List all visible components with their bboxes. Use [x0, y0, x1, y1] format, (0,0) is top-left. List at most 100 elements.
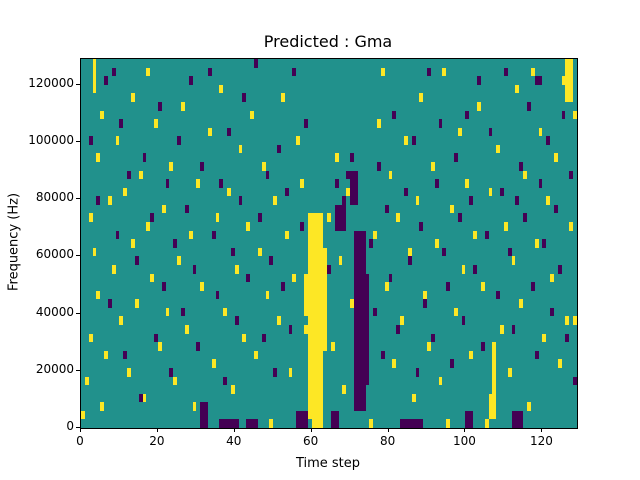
- heatmap-cell: [134, 256, 139, 265]
- heatmap-cell: [442, 247, 447, 257]
- heatmap-cell: [150, 213, 155, 223]
- heatmap-cell: [104, 76, 108, 85]
- heatmap-cell: [269, 256, 274, 265]
- heatmap-cell: [488, 127, 493, 137]
- heatmap-cell: [288, 367, 293, 377]
- heatmap-cell: [396, 325, 401, 334]
- heatmap-cell: [469, 350, 474, 360]
- heatmap-cell: [492, 342, 497, 420]
- heatmap-cell: [496, 144, 501, 154]
- x-tick-label: 60: [303, 434, 319, 448]
- heatmap-cell: [384, 282, 389, 291]
- heatmap-cell: [515, 84, 520, 94]
- heatmap-cell: [473, 230, 478, 240]
- heatmap-cell: [430, 333, 435, 343]
- heatmap-cell: [330, 410, 339, 428]
- heatmap-cell: [480, 282, 485, 291]
- y-tick-label: 100000: [28, 132, 74, 147]
- heatmap-cell: [292, 273, 297, 283]
- heatmap-cell: [165, 307, 170, 317]
- heatmap-cell: [127, 170, 131, 180]
- heatmap-cell: [396, 213, 401, 223]
- heatmap-cell: [465, 410, 474, 428]
- heatmap-cell: [107, 299, 112, 308]
- heatmap-cell: [515, 196, 520, 205]
- heatmap-cell: [503, 67, 508, 77]
- heatmap-cell: [269, 419, 274, 428]
- heatmap-cell: [534, 350, 539, 360]
- heatmap-cell: [569, 170, 574, 180]
- x-tick-label: 20: [149, 434, 165, 448]
- heatmap-cell: [477, 76, 481, 85]
- heatmap-cell: [150, 273, 155, 283]
- heatmap-cell: [400, 419, 404, 428]
- heatmap-cell: [127, 367, 131, 377]
- heatmap-cell: [438, 376, 443, 386]
- heatmap-cell: [300, 179, 304, 188]
- heatmap-cell: [496, 290, 501, 300]
- heatmap-cell: [111, 264, 116, 274]
- heatmap-cell: [553, 204, 558, 214]
- heatmap-cell: [557, 359, 562, 368]
- heatmap-cell: [530, 282, 535, 291]
- heatmap-cell: [346, 170, 351, 180]
- heatmap-cell: [565, 316, 570, 326]
- heatmap-cell: [430, 161, 435, 171]
- heatmap-cell: [500, 187, 504, 197]
- heatmap-cell: [469, 196, 474, 205]
- heatmap-cell: [200, 161, 205, 171]
- heatmap-cell: [480, 342, 485, 351]
- heatmap-cell: [169, 161, 174, 171]
- heatmap-cell: [373, 230, 378, 240]
- heatmap-cell: [400, 316, 404, 326]
- heatmap-cell: [373, 307, 378, 317]
- heatmap-cell: [292, 67, 297, 77]
- heatmap-cell: [365, 273, 370, 386]
- heatmap-cell: [142, 393, 147, 403]
- x-axis-label: Time step: [295, 456, 361, 471]
- heatmap-cell: [377, 119, 381, 128]
- heatmap-cell: [503, 222, 508, 231]
- heatmap-cell: [119, 316, 124, 326]
- heatmap-cell: [192, 402, 197, 411]
- heatmap-cell: [184, 204, 189, 214]
- y-tick-label: 0: [66, 419, 74, 433]
- heatmap-cell: [88, 136, 93, 145]
- heatmap-cell: [215, 213, 220, 223]
- heatmap-cell: [453, 307, 458, 317]
- heatmap-cell: [484, 230, 489, 240]
- heatmap-cell: [488, 187, 493, 197]
- heatmap-cell: [327, 264, 331, 274]
- heatmap-cell: [123, 187, 128, 197]
- heatmap-cell: [219, 179, 224, 188]
- heatmap-cell: [461, 264, 466, 274]
- heatmap-cell: [427, 67, 431, 77]
- heatmap-cell: [511, 410, 524, 428]
- heatmap-cell: [380, 67, 385, 77]
- heatmap-cell: [442, 67, 447, 77]
- heatmap-cell: [88, 333, 93, 343]
- heatmap-cell: [519, 161, 524, 171]
- heatmap-cell: [334, 153, 339, 162]
- heatmap-cell: [238, 144, 243, 154]
- heatmap-cell: [311, 419, 324, 428]
- heatmap-cell: [92, 59, 97, 94]
- heatmap-cell: [334, 179, 339, 188]
- heatmap-cell: [188, 230, 193, 240]
- heatmap-cell: [223, 307, 228, 317]
- heatmap-cell: [138, 393, 143, 403]
- heatmap-cell: [350, 170, 358, 205]
- heatmap-cell: [561, 110, 566, 120]
- heatmap-cell: [450, 204, 454, 214]
- heatmap-cell: [207, 67, 212, 77]
- heatmap-cell: [353, 230, 366, 411]
- heatmap-cell: [538, 179, 543, 188]
- heatmap-cell: [304, 325, 308, 334]
- heatmap-cell: [403, 187, 408, 197]
- heatmap-cell: [538, 127, 543, 137]
- heatmap-cell: [477, 101, 481, 111]
- heatmap-cell: [330, 342, 335, 351]
- heatmap-cell: [242, 93, 247, 102]
- heatmap-cell: [523, 170, 527, 180]
- heatmap-cell: [250, 110, 255, 120]
